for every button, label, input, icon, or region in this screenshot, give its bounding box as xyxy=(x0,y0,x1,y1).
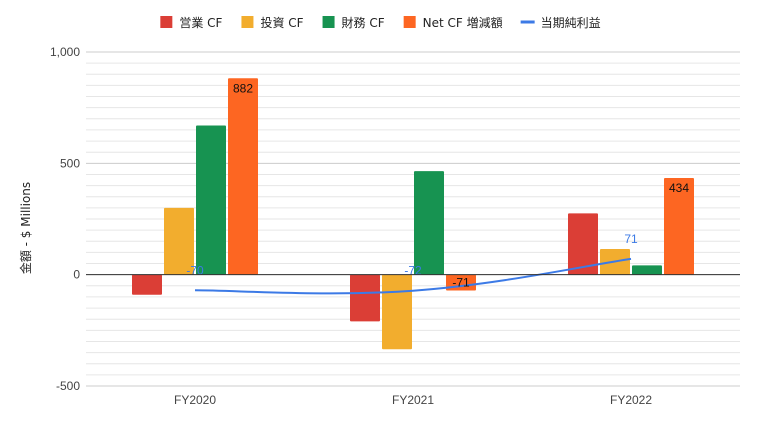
legend-swatch xyxy=(322,16,335,28)
bar xyxy=(196,125,226,275)
x-tick-label: FY2021 xyxy=(392,393,434,407)
bar xyxy=(228,78,258,275)
y-tick-label: -500 xyxy=(56,379,80,393)
bar-data-label: 434 xyxy=(669,181,689,195)
line-series-path xyxy=(194,257,632,295)
grid-layer xyxy=(86,51,740,387)
line-data-label: -70 xyxy=(186,263,204,277)
legend-swatch xyxy=(160,16,173,28)
bars-layer xyxy=(132,78,694,350)
bar xyxy=(664,178,694,275)
legend-label: 当期純利益 xyxy=(541,16,601,30)
bar xyxy=(350,274,380,322)
line-data-label: -72 xyxy=(404,264,422,278)
legend-label: 投資 CF xyxy=(260,15,303,30)
bar xyxy=(414,171,444,275)
bar xyxy=(132,274,162,295)
line-data-label: 71 xyxy=(624,232,638,246)
y-tick-label: 0 xyxy=(73,268,80,282)
legend-label: Net CF 増減額 xyxy=(423,15,503,30)
y-axis-title: 金額 - $ Millions xyxy=(18,182,33,274)
bar xyxy=(164,207,194,275)
y-tick-label: 1,000 xyxy=(50,45,80,59)
bar xyxy=(632,265,662,275)
legend-label: 営業 CF xyxy=(179,16,222,30)
bar-data-label: -71 xyxy=(452,276,470,290)
bar xyxy=(568,213,598,275)
x-tick-label: FY2022 xyxy=(610,393,652,407)
y-tick-label: 500 xyxy=(60,156,80,170)
legend-label: 財務 CF xyxy=(342,15,385,30)
bar-data-label: 882 xyxy=(233,81,253,95)
bar xyxy=(382,274,412,350)
legend-swatch xyxy=(403,16,416,28)
legend-swatch xyxy=(241,16,254,28)
x-tick-label: FY2020 xyxy=(174,393,216,407)
axis-layer: -500 0 500 1,000 FY2020 FY2021 FY2022 xyxy=(50,45,740,407)
line-layer xyxy=(194,257,632,295)
legend: 営業 CF 投資 CF 財務 CF Net CF 増減額 当期純利益 xyxy=(160,15,601,30)
